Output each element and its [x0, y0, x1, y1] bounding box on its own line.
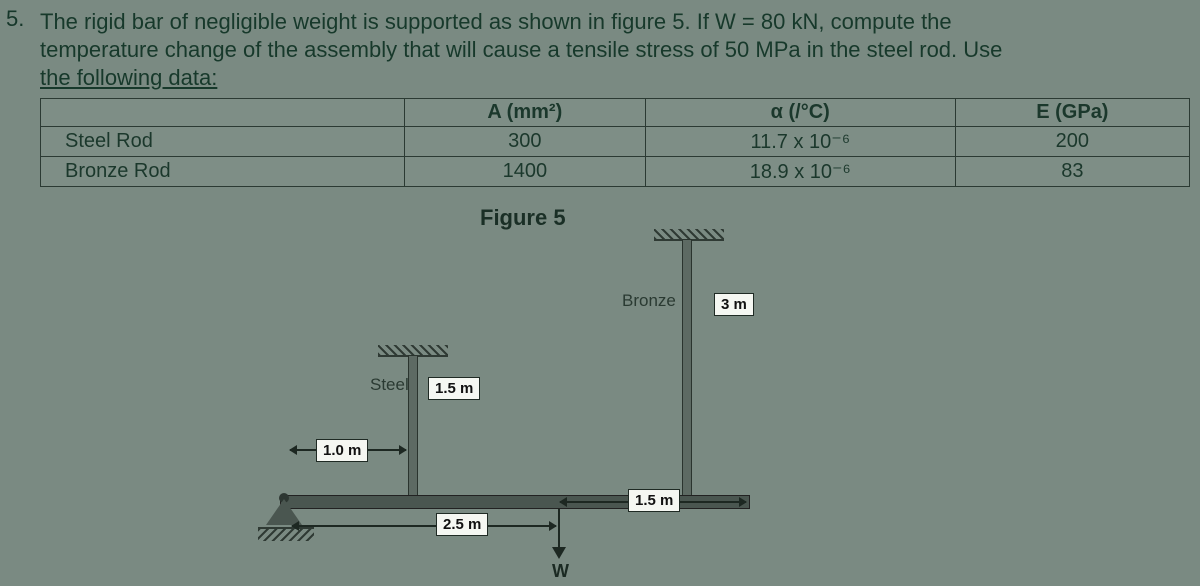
cell-bronze-name: Bronze Rod: [41, 157, 405, 187]
dim-2-5m-label: 2.5 m: [436, 513, 488, 536]
cell-steel-E: 200: [955, 127, 1189, 157]
steel-rod: [408, 355, 418, 497]
problem-line1: The rigid bar of negligible weight is su…: [40, 9, 952, 34]
bronze-rod-label: Bronze: [622, 291, 676, 311]
problem-line2: temperature change of the assembly that …: [40, 37, 1002, 62]
bronze-rod: [682, 239, 692, 497]
figure-title: Figure 5: [480, 205, 566, 231]
dim-1m-label: 1.0 m: [316, 439, 368, 462]
problem-statement: The rigid bar of negligible weight is su…: [40, 8, 1186, 92]
table-row: Steel Rod 300 11.7 x 10⁻⁶ 200: [41, 127, 1190, 157]
th-alpha: α (/°C): [645, 99, 955, 127]
cell-bronze-E: 83: [955, 157, 1189, 187]
material-data-table: A (mm²) α (/°C) E (GPa) Steel Rod 300 11…: [40, 98, 1190, 187]
cell-bronze-area: 1400: [404, 157, 645, 187]
cell-steel-alpha: 11.7 x 10⁻⁶: [645, 127, 955, 157]
steel-rod-label: Steel: [370, 375, 409, 395]
load-label: W: [552, 561, 569, 582]
cell-steel-name: Steel Rod: [41, 127, 405, 157]
cell-bronze-alpha: 18.9 x 10⁻⁶: [645, 157, 955, 187]
figure-5: Figure 5 Steel 1.5 m Bronze 3 m 1.0 m 2.…: [220, 205, 980, 565]
bronze-length-label: 3 m: [714, 293, 754, 316]
table-row: Bronze Rod 1400 18.9 x 10⁻⁶ 83: [41, 157, 1190, 187]
load-line: [558, 509, 560, 549]
dim-1-5m-label: 1.5 m: [628, 489, 680, 512]
ground-hatch: [258, 527, 314, 541]
question-number: 5.: [6, 6, 24, 32]
problem-line3: the following data:: [40, 65, 217, 90]
th-modulus: E (GPa): [955, 99, 1189, 127]
th-blank: [41, 99, 405, 127]
cell-steel-area: 300: [404, 127, 645, 157]
steel-length-label: 1.5 m: [428, 377, 480, 400]
load-arrow-icon: [552, 547, 566, 559]
dim-arrow-2-5m: [292, 525, 556, 527]
th-area: A (mm²): [404, 99, 645, 127]
